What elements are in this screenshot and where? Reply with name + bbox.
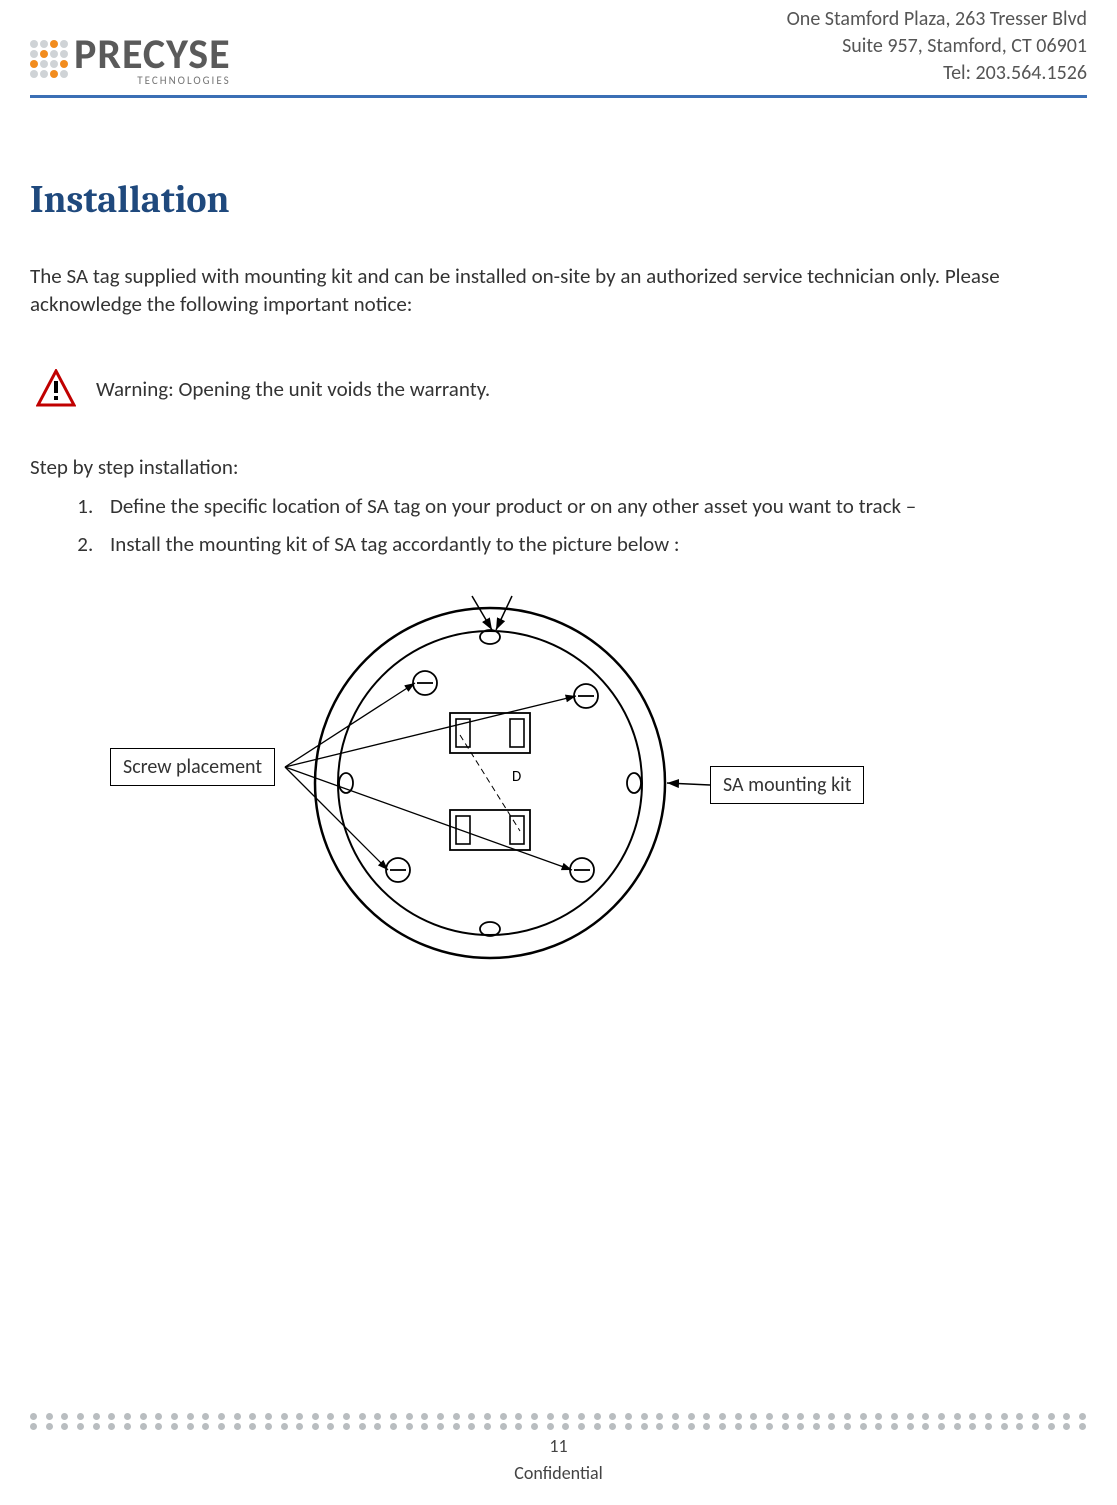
company-logo: PRECYSE TECHNOLOGIES — [30, 34, 231, 87]
page-number: 11 — [0, 1433, 1117, 1460]
address-tel: Tel: 203.564.1526 — [787, 60, 1087, 87]
steps-list: Define the specific location of SA tag o… — [30, 492, 1087, 559]
page-header: PRECYSE TECHNOLOGIES One Stamford Plaza,… — [30, 0, 1087, 91]
section-title: Installation — [30, 178, 1087, 222]
main-content: Installation The SA tag supplied with mo… — [30, 98, 1087, 1018]
callout-screw-placement: Screw placement — [110, 748, 275, 786]
page-footer: 11 Confidential — [0, 1433, 1117, 1487]
company-address: One Stamford Plaza, 263 Tresser Blvd Sui… — [787, 6, 1087, 87]
steps-intro: Step by step installation: — [30, 454, 1087, 480]
company-tagline: TECHNOLOGIES — [137, 74, 230, 87]
footer-dots-decoration — [30, 1413, 1087, 1435]
company-name: PRECYSE — [74, 34, 231, 76]
address-line-2: Suite 957, Stamford, CT 06901 — [787, 33, 1087, 60]
list-item: Define the specific location of SA tag o… — [98, 492, 1087, 520]
svg-text:D: D — [512, 768, 521, 786]
confidential-label: Confidential — [0, 1460, 1117, 1487]
callout-mounting-kit: SA mounting kit — [710, 766, 864, 804]
logo-dots-icon — [30, 40, 68, 78]
list-item: Install the mounting kit of SA tag accor… — [98, 530, 1087, 558]
warning-block: Warning: Opening the unit voids the warr… — [36, 369, 1087, 409]
address-line-1: One Stamford Plaza, 263 Tresser Blvd — [787, 6, 1087, 33]
mounting-diagram: D Screw placement SA mounting kit — [30, 588, 1087, 1018]
warning-icon — [36, 369, 76, 409]
intro-paragraph: The SA tag supplied with mounting kit an… — [30, 262, 1087, 319]
warning-text: Warning: Opening the unit voids the warr… — [96, 376, 490, 402]
